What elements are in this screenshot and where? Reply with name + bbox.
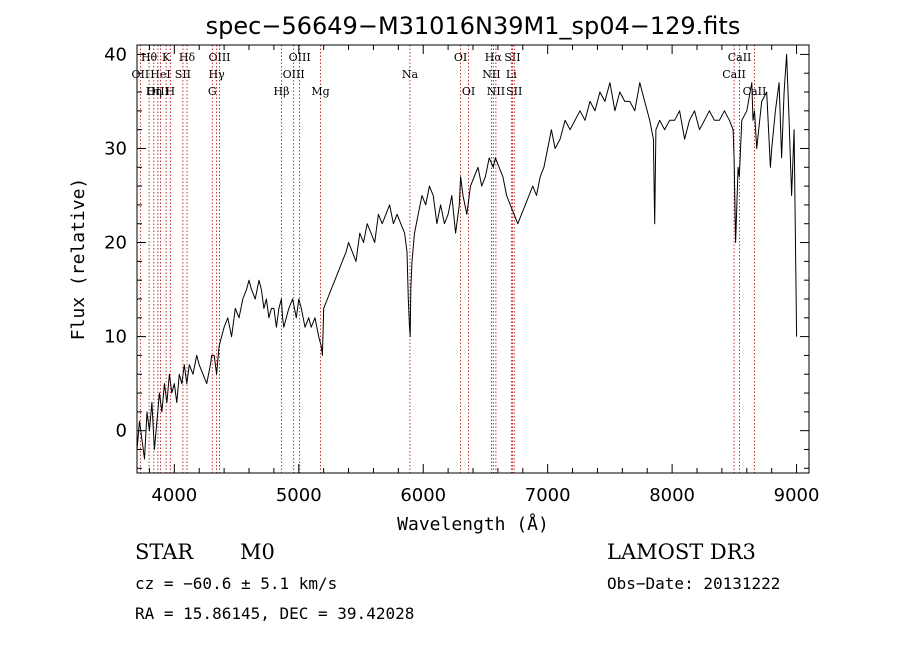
y-axis-label: Flux (relative) xyxy=(68,178,89,341)
x-tick-label-2: 6000 xyxy=(400,485,446,506)
line-label-3: OIII xyxy=(208,51,230,64)
line-label-6: Hα xyxy=(485,51,503,64)
line-label-5: OI xyxy=(454,51,467,64)
chart-title: spec−56649−M31016N39M1_sp04−129.fits xyxy=(206,12,741,40)
line-label-20: H xyxy=(166,85,176,98)
line-label-9: OII xyxy=(132,68,150,81)
y-tick-label-3: 30 xyxy=(104,138,127,159)
x-axis-label: Wavelength (Å) xyxy=(397,513,549,535)
x-tick-label-0: 4000 xyxy=(151,485,197,506)
line-label-17: CaII xyxy=(722,68,746,81)
line-label-0: Hθ xyxy=(141,51,158,64)
line-label-13: OIII xyxy=(283,68,305,81)
axis-ticks: 4000 5000 6000 7000 8000 9000 0 10 20 30 40 xyxy=(104,44,819,506)
line-label-18: OIII xyxy=(147,85,169,98)
coordinates-text: RA = 15.86145, DEC = 39.42028 xyxy=(135,604,415,623)
y-tick-label-4: 40 xyxy=(104,44,127,65)
y-tick-label-0: 0 xyxy=(116,421,127,442)
star-class: STAR xyxy=(135,540,194,564)
line-label-15: NII xyxy=(482,68,500,81)
survey-name: LAMOST DR3 xyxy=(607,540,756,564)
line-label-4: OIII xyxy=(289,51,311,64)
line-label-11: SII xyxy=(175,68,191,81)
plot-frame xyxy=(136,44,810,474)
line-label-1: K xyxy=(162,51,171,64)
x-tick-label-4: 8000 xyxy=(649,485,695,506)
line-label-2: Hδ xyxy=(179,51,196,64)
line-label-27: CaII xyxy=(743,85,767,98)
line-label-10: HeI xyxy=(150,68,170,81)
line-label-25: NII xyxy=(487,85,505,98)
line-label-14: Na xyxy=(402,68,419,81)
line-label-21: G xyxy=(208,85,217,98)
spectrum-series xyxy=(136,53,798,460)
y-tick-label-2: 20 xyxy=(104,233,127,254)
line-label-26: SII xyxy=(506,85,522,98)
x-tick-label-1: 5000 xyxy=(276,485,322,506)
line-label-23: Mg xyxy=(311,85,329,98)
x-tick-label-3: 7000 xyxy=(525,485,571,506)
line-label-22: Hβ xyxy=(274,85,290,98)
x-tick-label-5: 9000 xyxy=(774,485,820,506)
observation-date: Obs−Date: 20131222 xyxy=(607,574,781,593)
y-tick-label-1: 10 xyxy=(104,327,127,348)
line-label-24: OI xyxy=(462,85,475,98)
line-label-8: CaII xyxy=(728,51,752,64)
line-label-12: Hγ xyxy=(209,68,226,81)
spectrum-line-0 xyxy=(136,53,798,460)
line-label-19: Hη xyxy=(146,85,162,98)
line-label-16: Li xyxy=(506,68,517,81)
redshift-text: cz = −60.6 ± 5.1 km/s xyxy=(135,574,338,593)
line-label-7: SII xyxy=(504,51,520,64)
star-subclass: M0 xyxy=(240,540,275,564)
